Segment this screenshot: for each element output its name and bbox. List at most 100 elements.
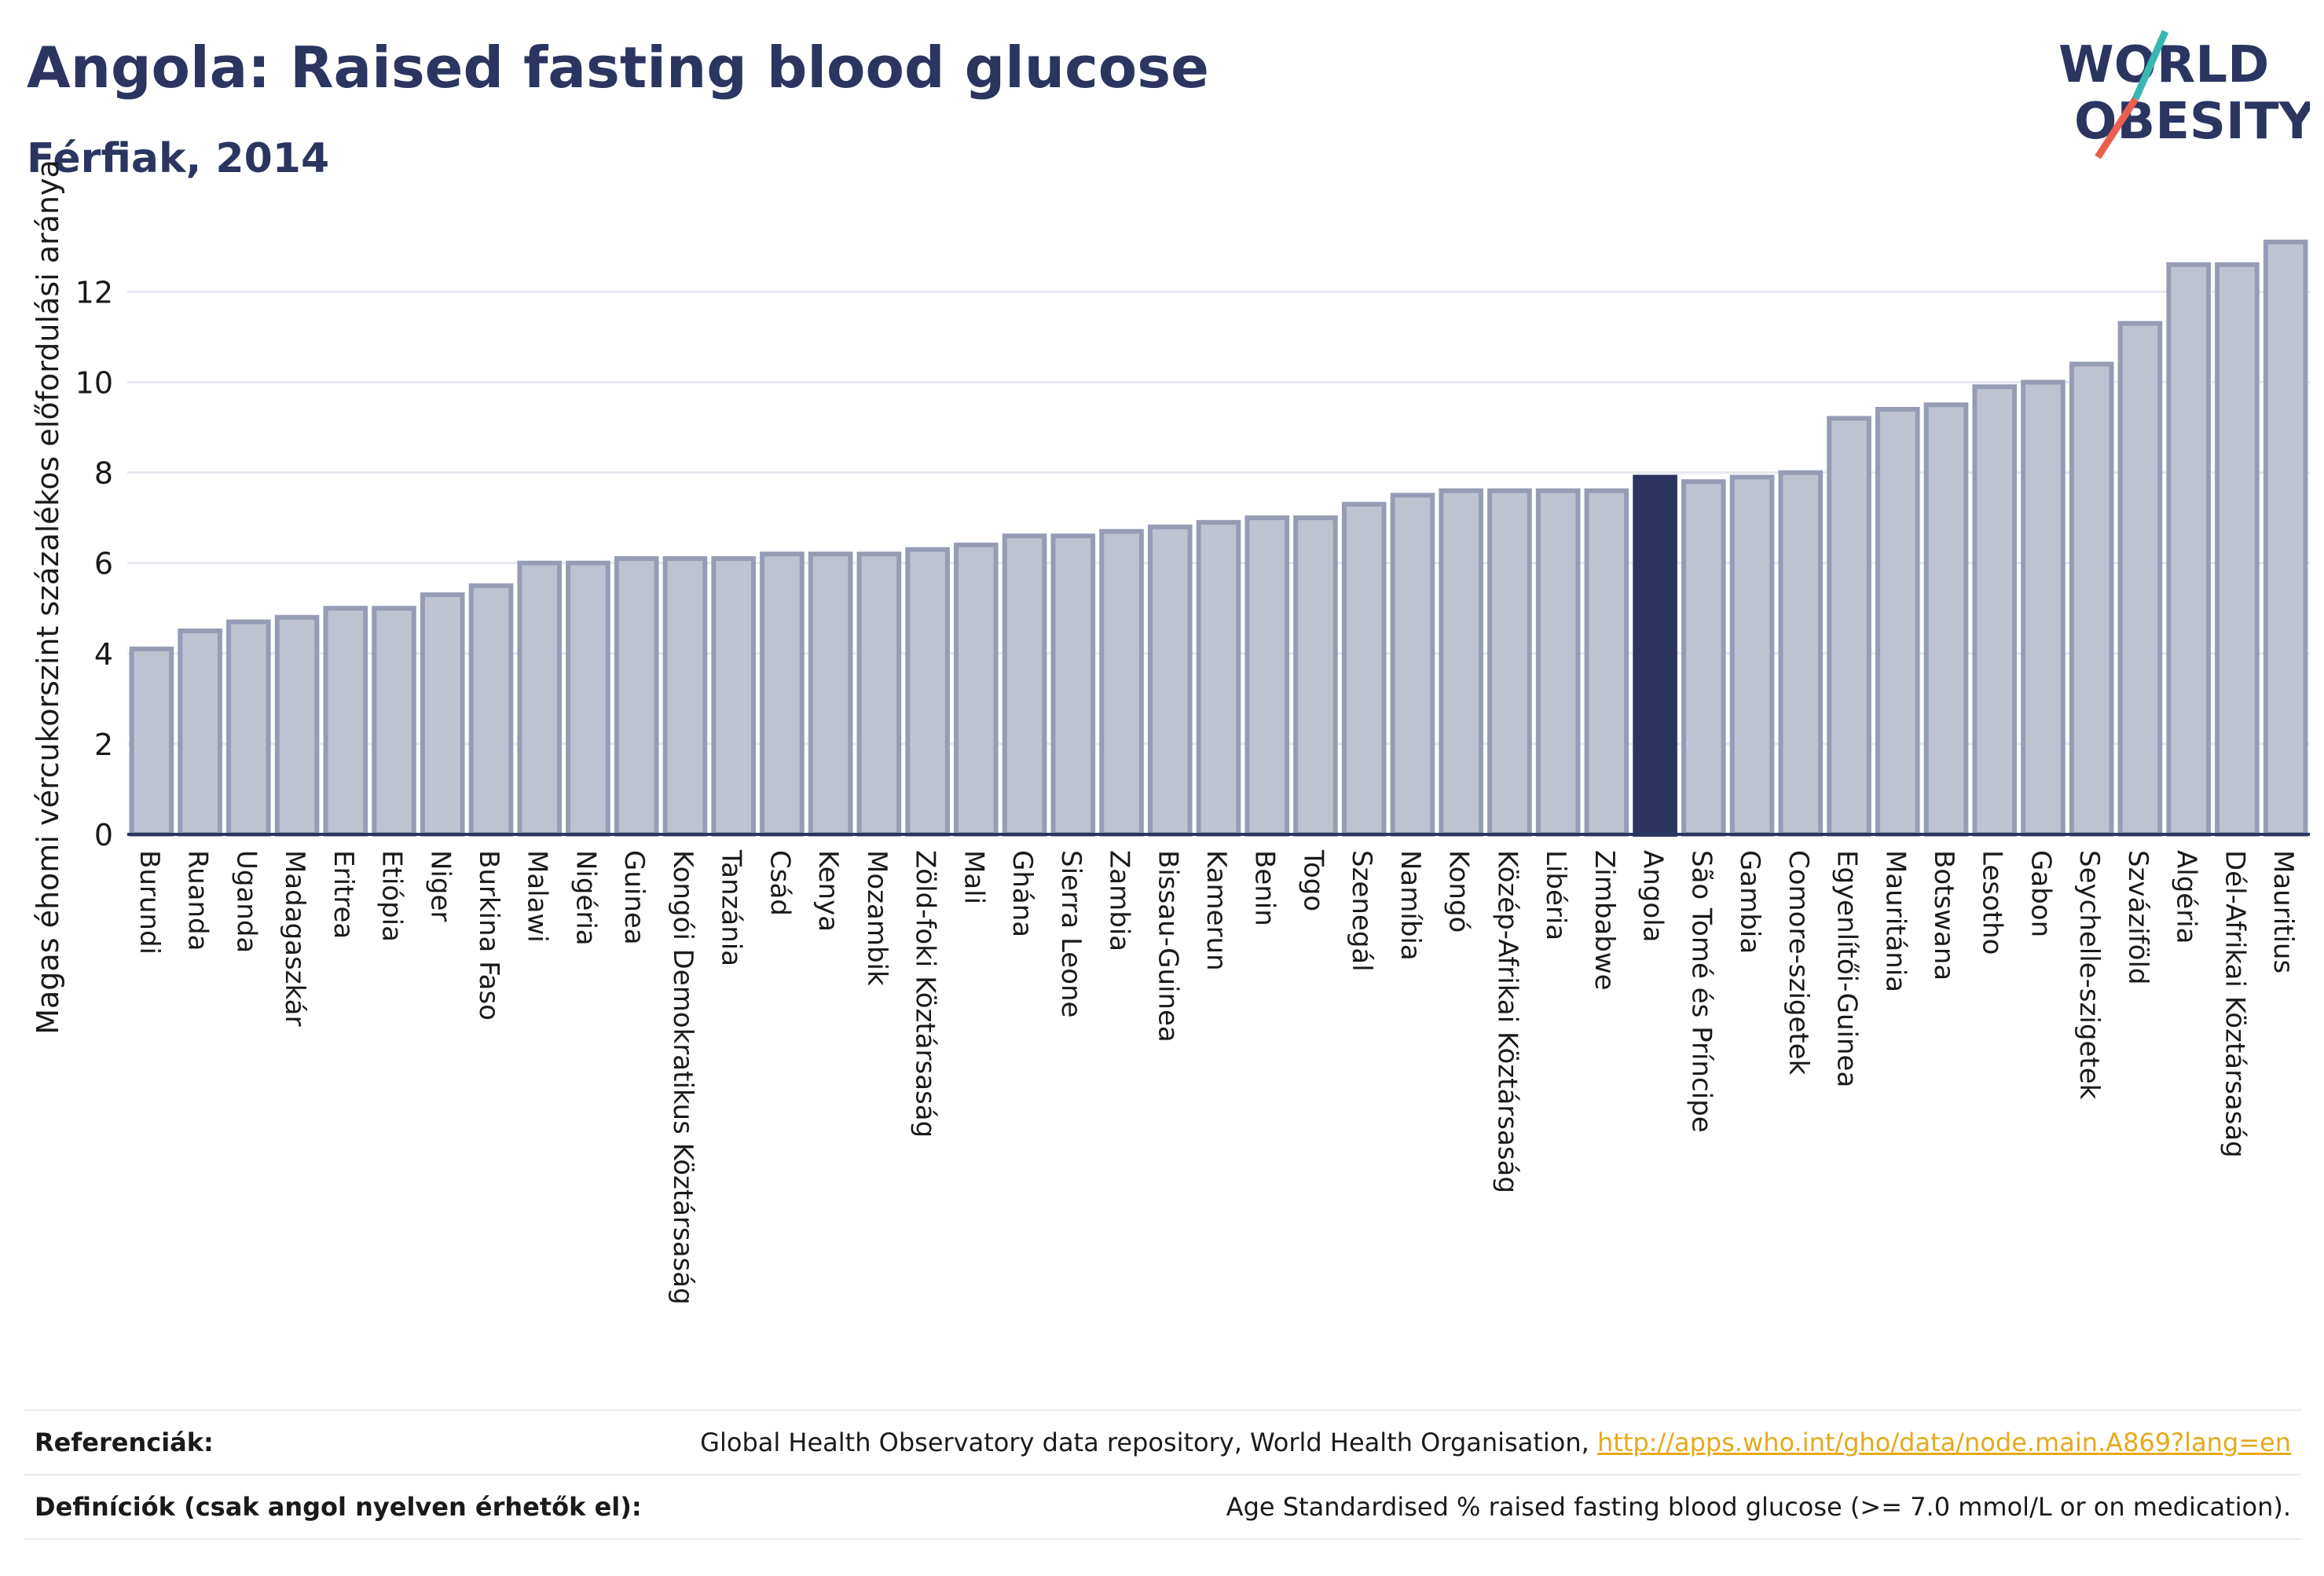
x-tick-label: Lesotho bbox=[1977, 850, 2008, 955]
x-tick-label: Csád bbox=[764, 850, 795, 916]
bar bbox=[178, 629, 222, 837]
x-tick-label: Zambia bbox=[1104, 850, 1135, 951]
references-link[interactable]: http://apps.who.int/gho/data/node.main.A… bbox=[1596, 1428, 2291, 1457]
bar bbox=[1293, 515, 1338, 837]
x-tick-label: Namíbia bbox=[1395, 850, 1426, 961]
x-tick-label: Benin bbox=[1249, 850, 1281, 926]
x-tick-label: Etiópia bbox=[376, 850, 408, 942]
x-tick-label: Angola bbox=[1637, 850, 1669, 942]
references-text: Global Health Observatory data repositor… bbox=[700, 1428, 1589, 1457]
definitions-row: Definíciók (csak angol nyelven érhetők e… bbox=[24, 1474, 2302, 1540]
bar-chart: 0 2 4 6 8 10 12 Burundi Ruanda Uganda Madagaszkár… bbox=[31, 159, 2310, 1305]
x-tick-label: Mali bbox=[958, 850, 989, 904]
bar bbox=[1535, 488, 1581, 837]
bar bbox=[129, 647, 174, 837]
x-tick-label: Mauritánia bbox=[1879, 850, 1911, 992]
x-tick-label: Algéria bbox=[2171, 850, 2202, 944]
bar bbox=[662, 555, 708, 837]
bar bbox=[1099, 529, 1144, 837]
x-tick-label: Kenya bbox=[812, 850, 844, 932]
definitions-label: Definíciók (csak angol nyelven érhetők e… bbox=[35, 1492, 642, 1522]
bar bbox=[274, 614, 320, 837]
bar bbox=[420, 592, 465, 837]
x-tick-label: Sierra Leone bbox=[1055, 850, 1087, 1017]
bar bbox=[808, 552, 853, 837]
definitions-text: Age Standardised % raised fasting blood … bbox=[1226, 1492, 2291, 1522]
logo-word-obesity: OBESITY bbox=[2074, 93, 2310, 151]
x-tick-label: Seychelle-szigetek bbox=[2073, 850, 2105, 1100]
bar bbox=[2215, 262, 2260, 837]
y-tick-label: 0 bbox=[94, 818, 113, 852]
bar bbox=[517, 560, 563, 837]
x-tick-label: Nigéria bbox=[570, 850, 601, 946]
chart-title: Angola: Raised fasting blood glucose bbox=[27, 35, 1209, 101]
bar bbox=[1827, 416, 1871, 837]
bar bbox=[226, 619, 271, 837]
y-axis-label: Magas éhomi vércukorszint százalékos elő… bbox=[31, 159, 65, 1035]
bar bbox=[1050, 533, 1096, 837]
y-tick-label: 10 bbox=[75, 365, 113, 400]
x-tick-label: Gabon bbox=[2025, 850, 2056, 937]
category-labels: Burundi Ruanda Uganda Madagaszkár Eritrea Eti… bbox=[134, 849, 2299, 1305]
y-tick-label: 2 bbox=[94, 728, 113, 762]
x-tick-label: Eritrea bbox=[328, 850, 359, 939]
logo-word-world: WORLD bbox=[2058, 36, 2269, 94]
bar bbox=[1972, 384, 2018, 837]
bar bbox=[1002, 533, 1047, 837]
chart-subtitle: Férfiak, 2014 bbox=[27, 135, 330, 182]
bar bbox=[1584, 488, 1629, 837]
bar bbox=[2263, 240, 2308, 837]
x-tick-label: Comore-szigetek bbox=[1783, 850, 1814, 1076]
bar bbox=[1875, 406, 1920, 837]
bar bbox=[372, 606, 416, 837]
bar bbox=[954, 542, 999, 837]
x-tick-label: Madagaszkár bbox=[279, 850, 310, 1026]
bar bbox=[2069, 361, 2114, 837]
world-obesity-logo: WORLD OBESITY bbox=[2058, 30, 2310, 159]
x-tick-label: Togo bbox=[1297, 849, 1329, 911]
references-label: Referenciák: bbox=[35, 1428, 214, 1457]
bar bbox=[1244, 515, 1290, 837]
x-tick-label: Guinea bbox=[618, 850, 650, 945]
y-tick-label: 6 bbox=[94, 547, 113, 581]
x-tick-label: Bissau-Guinea bbox=[1152, 850, 1183, 1043]
bar bbox=[2166, 262, 2211, 837]
bars bbox=[129, 240, 2308, 837]
x-tick-label: Burundi bbox=[134, 850, 165, 955]
bar bbox=[1147, 524, 1193, 837]
x-tick-label: Ghána bbox=[1006, 850, 1038, 937]
bar bbox=[1778, 470, 1824, 837]
x-tick-label: Gambia bbox=[1734, 850, 1765, 954]
x-tick-label: Szenegál bbox=[1346, 850, 1377, 972]
x-tick-label: Mozambik bbox=[861, 850, 893, 986]
y-tick-label: 8 bbox=[94, 456, 113, 491]
bar bbox=[468, 583, 514, 837]
bar bbox=[1923, 402, 1969, 837]
x-tick-label: Zöld-foki Köztársaság bbox=[910, 850, 941, 1138]
x-tick-label: Egyenlítői-Guinea bbox=[1831, 850, 1863, 1087]
logo-slash-teal bbox=[2132, 30, 2169, 101]
x-tick-label: Niger bbox=[424, 850, 456, 922]
x-tick-label: Kongói Demokratikus Köztársaság bbox=[667, 850, 698, 1305]
bar bbox=[1196, 519, 1241, 837]
y-tick-label: 12 bbox=[75, 275, 113, 310]
references-row: Referenciák: Global Health Observatory d… bbox=[24, 1409, 2302, 1474]
bar bbox=[2021, 379, 2066, 837]
axes: 0 2 4 6 8 10 12 bbox=[75, 275, 2310, 852]
bar bbox=[323, 606, 368, 837]
bar bbox=[2117, 321, 2163, 837]
x-tick-label: Mauritius bbox=[2267, 850, 2299, 973]
bar-highlight bbox=[1633, 475, 1677, 837]
references-value: Global Health Observatory data repositor… bbox=[700, 1428, 2302, 1457]
x-tick-label: Libéria bbox=[1540, 850, 1571, 940]
bar bbox=[711, 555, 756, 837]
bar bbox=[1341, 501, 1387, 837]
x-tick-label: Kamerun bbox=[1200, 850, 1232, 971]
x-tick-label: Szváziföld bbox=[2122, 850, 2154, 984]
x-tick-label: Uganda bbox=[230, 850, 262, 953]
bar bbox=[856, 552, 902, 837]
x-tick-label: Közép-Afrikai Köztársaság bbox=[1491, 850, 1523, 1193]
bar bbox=[1390, 493, 1435, 837]
bar bbox=[1729, 475, 1775, 837]
bar bbox=[614, 555, 659, 837]
